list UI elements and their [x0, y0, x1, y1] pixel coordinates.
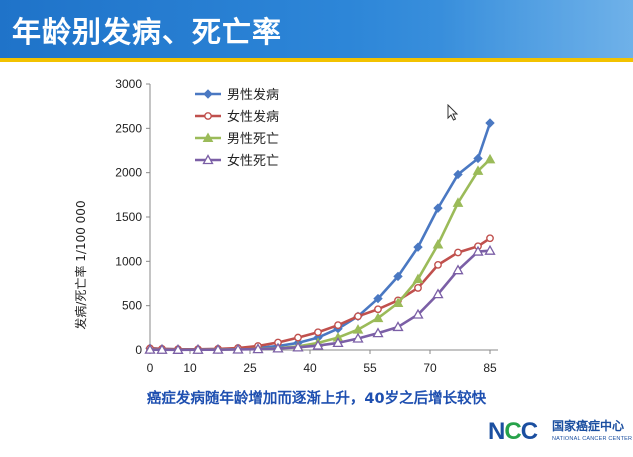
header-highlight — [440, 0, 633, 58]
y-tick-label: 2000 — [115, 166, 142, 180]
y-tick-label: 1000 — [115, 254, 142, 268]
data-point — [172, 343, 184, 354]
data-point — [312, 339, 324, 350]
y-tick-label: 1500 — [115, 210, 142, 224]
series-3 — [144, 153, 496, 354]
data-point — [374, 305, 382, 314]
data-point — [294, 333, 302, 342]
data-point — [413, 242, 423, 252]
ncc-logo: NCC 国家癌症中心 NATIONAL CANCER CENTER — [488, 414, 632, 452]
data-point — [452, 264, 464, 275]
legend-marker — [203, 89, 213, 99]
chart-axes: 0 500 1000 1500 2000 2500 3000 0 10 25 40 55 70 85 — [115, 77, 498, 375]
legend-label: 男性发病 — [227, 87, 279, 103]
data-point — [414, 284, 422, 292]
data-point — [432, 238, 444, 249]
series-line — [149, 158, 491, 352]
legend-label: 男性死亡 — [227, 132, 279, 147]
logo-org-name-en: NATIONAL CANCER CENTER — [552, 436, 633, 442]
y-axis-label: 发病/死亡率 1/100 000 — [73, 200, 88, 329]
chart-caption: 癌症发病随年龄增加而逐渐上升，40岁之后增长较快 — [146, 391, 487, 407]
x-tick-label: 0 — [147, 361, 154, 375]
x-tick-label: 25 — [243, 361, 257, 375]
data-point — [392, 297, 404, 308]
legend-label: 女性发病 — [227, 109, 279, 125]
x-tick-label: 40 — [303, 361, 317, 375]
legend-item: 男性死亡 — [195, 132, 279, 147]
data-point — [472, 245, 484, 256]
data-point — [453, 169, 463, 180]
data-point — [156, 343, 168, 354]
data-point — [334, 321, 342, 330]
data-point — [252, 343, 264, 354]
data-point — [393, 271, 403, 282]
data-point — [412, 308, 424, 319]
data-point — [452, 197, 464, 207]
data-point — [485, 118, 495, 128]
series-line — [149, 122, 492, 351]
chart-series — [144, 118, 496, 354]
data-point — [473, 153, 483, 164]
data-point — [212, 343, 224, 354]
header-bar: 年龄别发病、死亡率 — [0, 0, 633, 62]
legend-item: 女性死亡 — [195, 153, 279, 169]
data-point — [354, 312, 362, 321]
y-tick-label: 500 — [122, 299, 142, 313]
data-point — [372, 312, 384, 323]
x-tick-label: 70 — [423, 361, 437, 375]
series-4 — [144, 244, 496, 354]
data-point — [144, 343, 156, 354]
data-point — [373, 293, 383, 304]
data-point — [472, 165, 484, 175]
data-point — [192, 343, 204, 354]
x-tick-label: 55 — [363, 361, 377, 375]
data-point — [372, 327, 384, 338]
data-point — [314, 328, 322, 337]
x-tick-label: 85 — [483, 361, 497, 375]
data-point — [432, 288, 444, 299]
line-chart: 0 500 1000 1500 2000 2500 3000 0 10 25 40 55 70 85 男性… — [73, 77, 498, 375]
data-point — [232, 343, 244, 354]
data-point — [486, 234, 494, 243]
data-point — [352, 332, 364, 343]
page-title: 年龄别发病、死亡率 — [12, 15, 283, 49]
data-point — [434, 260, 442, 269]
y-tick-label: 2500 — [115, 121, 142, 135]
legend-item: 女性发病 — [195, 109, 279, 125]
data-point — [454, 248, 462, 257]
data-point — [292, 341, 304, 352]
x-tick-label: 10 — [183, 361, 197, 375]
data-point — [272, 342, 284, 353]
legend-marker — [204, 112, 212, 120]
data-point — [484, 153, 496, 164]
legend-marker — [202, 154, 214, 165]
y-tick-label: 3000 — [115, 77, 142, 91]
data-point — [433, 203, 443, 213]
logo-org-name: 国家癌症中心 — [552, 419, 625, 433]
legend-marker — [202, 132, 214, 142]
mouse-cursor-icon — [447, 104, 459, 121]
data-point — [392, 321, 404, 332]
legend-item: 男性发病 — [195, 87, 279, 103]
data-point — [412, 273, 424, 284]
series-2 — [146, 234, 494, 354]
y-tick-label: 0 — [135, 343, 142, 357]
legend-label: 女性死亡 — [227, 153, 279, 169]
data-point — [484, 244, 496, 255]
logo-mark: NCC — [488, 418, 538, 445]
data-point — [332, 337, 344, 348]
header-stripe — [0, 58, 633, 62]
